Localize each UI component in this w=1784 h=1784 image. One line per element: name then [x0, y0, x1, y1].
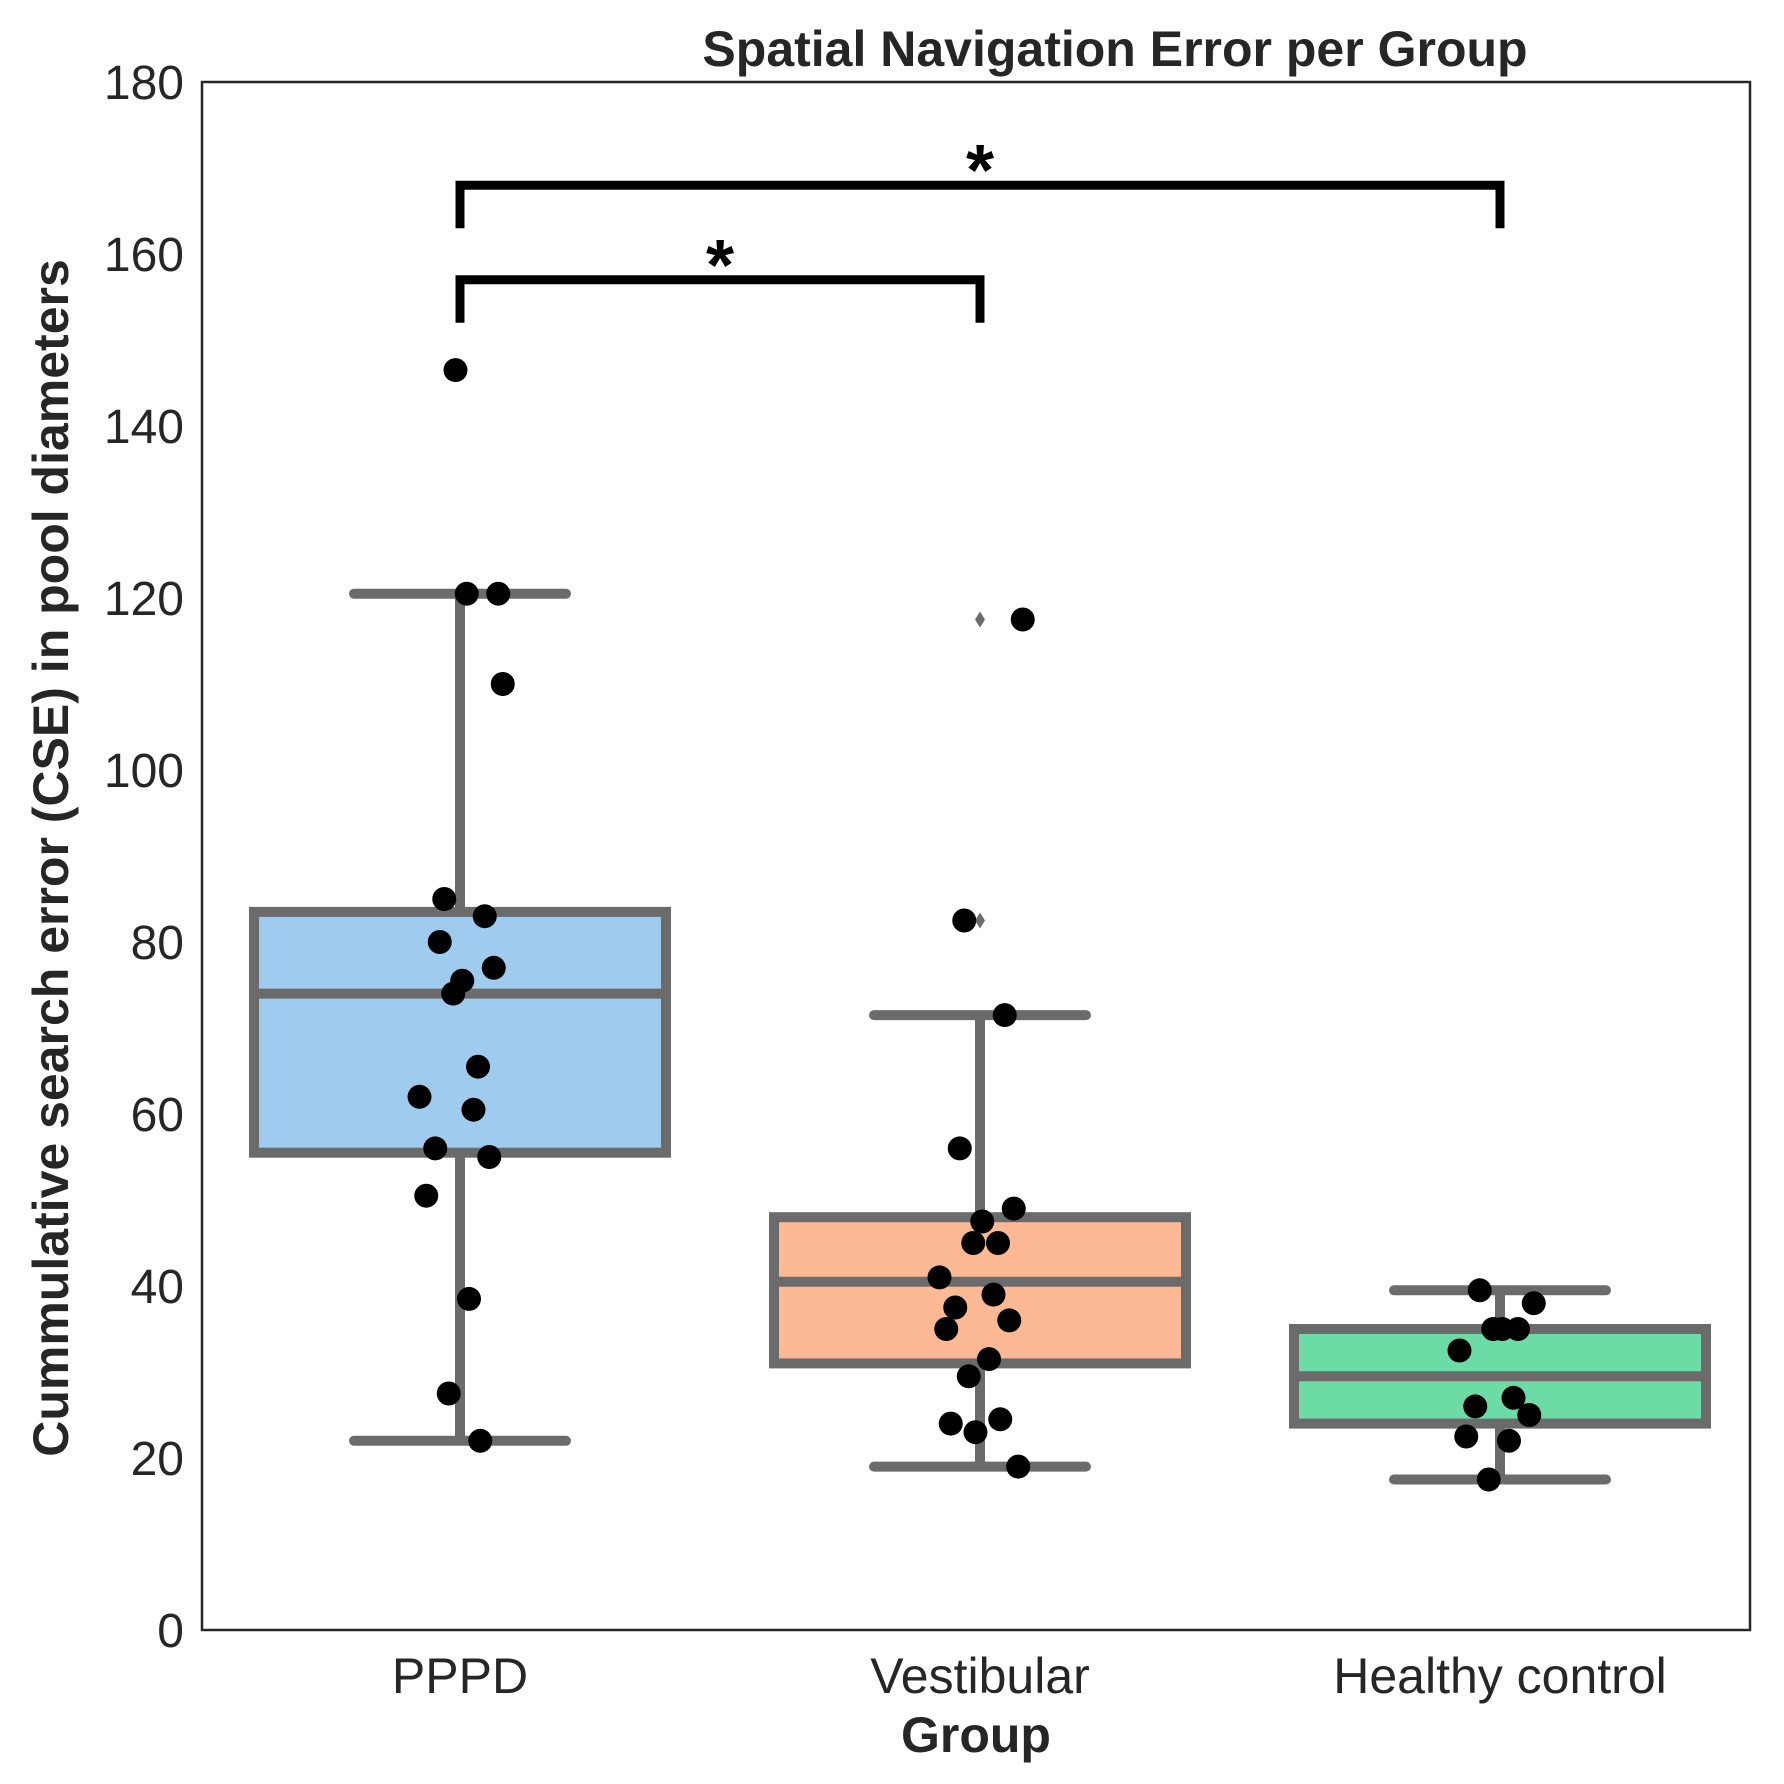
outlier-marker [975, 611, 985, 628]
y-tick-label: 140 [104, 401, 184, 454]
data-point [981, 1282, 1006, 1307]
data-point [1476, 1467, 1501, 1492]
data-point [461, 1097, 486, 1122]
data-point [997, 1308, 1022, 1333]
data-point [432, 887, 457, 911]
significance-bracket [455, 275, 985, 323]
data-point [454, 581, 479, 606]
data-point [1517, 1403, 1542, 1427]
data-point [466, 1054, 490, 1079]
data-point [1501, 1385, 1526, 1410]
y-tick-label: 0 [157, 1605, 184, 1658]
data-point [486, 581, 511, 606]
data-point [1001, 1196, 1026, 1221]
y-tick-label: 20 [131, 1433, 184, 1486]
significance-star: * [966, 131, 994, 211]
data-point [1467, 1278, 1492, 1303]
x-tick-label: PPPD [392, 1648, 528, 1704]
outlier-marker [975, 912, 985, 929]
points-layer [407, 358, 1546, 1492]
data-point [427, 930, 452, 954]
data-point [407, 1084, 432, 1109]
data-point [947, 1136, 972, 1161]
y-axis-title: Cummulative search error (CSE) in pool d… [23, 259, 79, 1457]
data-point [988, 1407, 1013, 1432]
data-point [977, 1347, 1001, 1372]
x-axis-labels: PPPD Vestibular Healthy control [392, 1648, 1667, 1704]
data-point [490, 672, 515, 696]
data-point [986, 1231, 1010, 1255]
y-tick-label: 60 [131, 1089, 184, 1142]
y-tick-label: 120 [104, 573, 184, 626]
data-point [443, 358, 468, 383]
data-point [1010, 607, 1035, 632]
data-point [952, 908, 977, 933]
y-tick-label: 40 [131, 1261, 184, 1314]
data-point [1454, 1424, 1479, 1449]
plot-frame [200, 80, 1752, 1632]
data-point [1463, 1394, 1488, 1419]
data-point [961, 1231, 986, 1255]
significance-brackets: ** [455, 131, 1505, 323]
data-point [1506, 1317, 1530, 1341]
data-point [457, 1286, 481, 1311]
data-point [956, 1364, 981, 1389]
data-point [943, 1295, 968, 1320]
data-point [927, 1265, 952, 1290]
data-point [441, 981, 466, 1006]
data-point [477, 1145, 502, 1169]
data-point [1497, 1428, 1521, 1453]
y-axis-ticks: 0 20 40 60 80 100 120 140 160 180 [104, 57, 184, 1658]
data-point [934, 1317, 959, 1341]
y-tick-label: 80 [131, 917, 184, 970]
box [249, 906, 671, 1158]
y-tick-label: 100 [104, 745, 184, 798]
data-point [423, 1136, 448, 1161]
significance-star: * [706, 226, 734, 306]
box-group-vestibular [769, 611, 1191, 1472]
significance-bracket [455, 180, 1505, 229]
chart-title: Spatial Navigation Error per Group [702, 21, 1527, 77]
x-axis-title: Group [901, 1707, 1051, 1763]
data-point [1481, 1317, 1506, 1341]
data-point [468, 1428, 493, 1453]
data-point [1447, 1338, 1472, 1363]
x-tick-label: Vestibular [870, 1648, 1090, 1704]
data-point [1521, 1291, 1546, 1316]
y-tick-label: 160 [104, 229, 184, 282]
data-point [963, 1420, 988, 1445]
data-point [481, 955, 506, 980]
data-point [992, 1003, 1017, 1028]
x-tick-label: Healthy control [1333, 1648, 1667, 1704]
data-point [970, 1209, 995, 1234]
data-point [436, 1381, 461, 1406]
y-tick-label: 180 [104, 57, 184, 110]
data-point [414, 1183, 439, 1208]
data-point [472, 904, 497, 929]
data-point [1006, 1454, 1031, 1479]
data-point [938, 1411, 963, 1436]
